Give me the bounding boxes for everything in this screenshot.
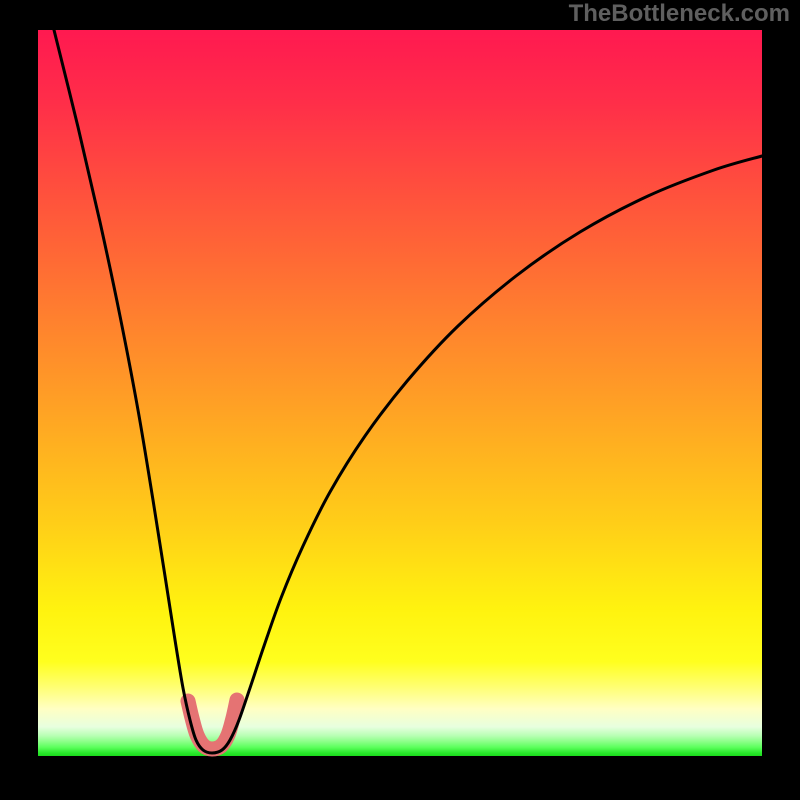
v-curve [54,30,762,753]
curve-overlay [0,0,800,800]
watermark-text: TheBottleneck.com [569,0,790,28]
chart-container: TheBottleneck.com [0,0,800,800]
